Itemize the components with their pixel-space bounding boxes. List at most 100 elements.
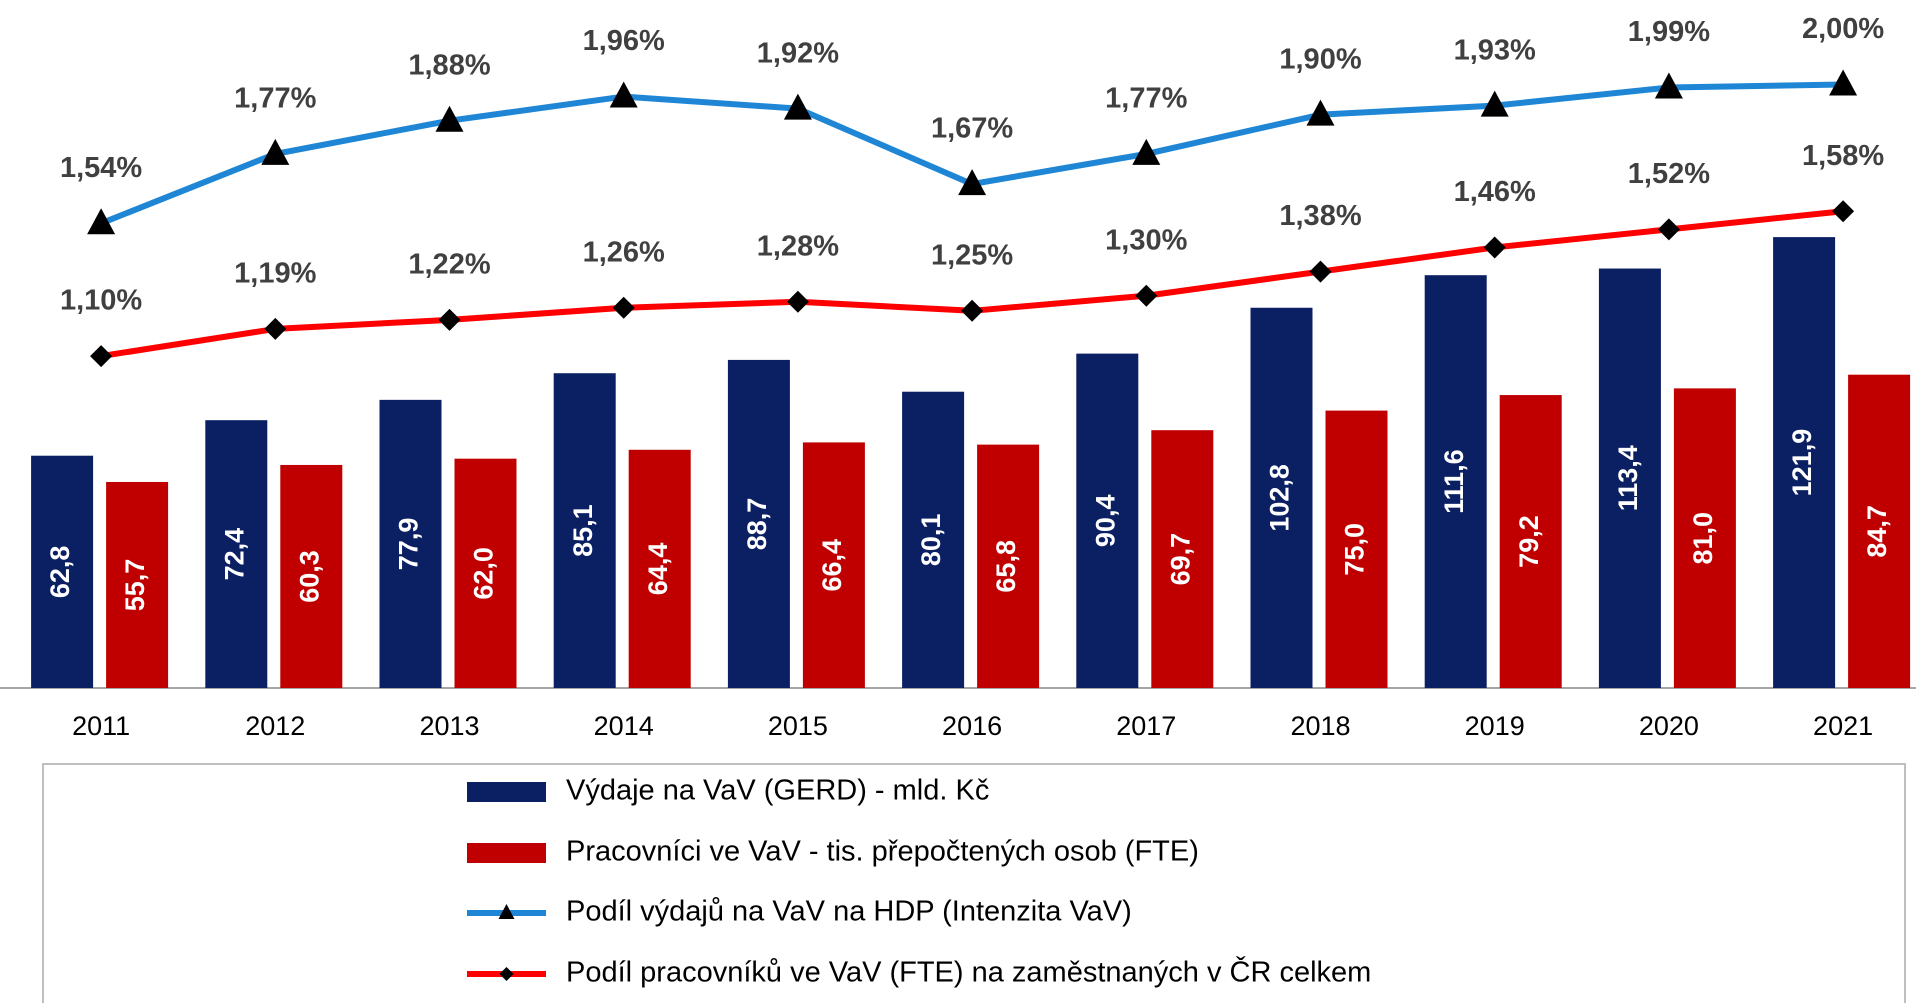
- marker: [612, 296, 635, 319]
- bar-value-label: 102,8: [1265, 464, 1295, 532]
- marker: [261, 138, 290, 165]
- line-value-label: 1,26%: [583, 236, 665, 268]
- legend-item: Podíl pracovníků ve VaV (FTE) na zaměstn…: [467, 955, 1371, 989]
- bar-value-label: 66,4: [817, 539, 847, 592]
- bar-value-label: 62,0: [469, 547, 499, 600]
- bar-value-label: 121,9: [1787, 429, 1817, 497]
- x-tick-label: 2013: [419, 711, 479, 741]
- line: [100, 208, 1844, 360]
- bar: [1773, 237, 1836, 688]
- bar-value-label: 75,0: [1340, 523, 1370, 576]
- marker: [1832, 200, 1855, 223]
- legend-label: Výdaje na VaV (GERD) - mld. Kč: [566, 775, 989, 807]
- legend-label: Podíl pracovníků ve VaV (FTE) na zaměstn…: [566, 955, 1371, 989]
- marker: [1135, 284, 1158, 307]
- legend-item: Podíl výdajů na VaV na HDP (Intenzita Va…: [467, 896, 1132, 928]
- line-value-label: 1,77%: [1105, 83, 1187, 115]
- legend-item: Pracovníci ve VaV - tis. přepočtených os…: [467, 836, 1199, 868]
- bar-value-label: 111,6: [1439, 449, 1469, 514]
- x-tick-label: 2012: [245, 711, 305, 741]
- line-value-label: 1,25%: [931, 239, 1013, 271]
- bar: [553, 373, 616, 688]
- bar: [802, 442, 865, 688]
- line-value-label: 1,30%: [1105, 224, 1187, 256]
- line-value-label: 1,96%: [583, 25, 665, 57]
- marker: [1657, 218, 1680, 241]
- bar-value-label: 69,7: [1165, 533, 1195, 586]
- line-value-label: 1,52%: [1628, 158, 1710, 190]
- bar: [379, 399, 442, 688]
- x-tick-label: 2016: [942, 711, 1002, 741]
- bar-value-label: 62,8: [45, 546, 75, 599]
- bar-value-label: 64,4: [643, 543, 673, 596]
- marker: [438, 308, 461, 331]
- marker: [1309, 260, 1332, 283]
- bar-value-label: 90,4: [1090, 495, 1120, 548]
- bar: [1673, 388, 1736, 688]
- bar: [902, 391, 965, 688]
- marker: [961, 299, 984, 322]
- x-tick-label: 2019: [1465, 711, 1525, 741]
- bar: [1499, 395, 1562, 688]
- legend-swatch: [467, 843, 546, 863]
- line-value-label: 1,10%: [60, 285, 142, 317]
- marker: [87, 208, 116, 235]
- bar: [628, 449, 691, 688]
- line-value-label: 1,54%: [60, 152, 142, 184]
- marker: [609, 81, 638, 108]
- marker: [1654, 72, 1683, 99]
- x-tick-label: 2014: [594, 711, 654, 741]
- bar: [1848, 374, 1911, 688]
- bar-value-label: 60,3: [294, 550, 324, 603]
- bar-value-label: 77,9: [394, 518, 424, 571]
- bar: [1598, 268, 1661, 688]
- legend-swatch: [467, 782, 546, 802]
- bar-value-label: 72,4: [219, 528, 249, 581]
- x-tick-label: 2021: [1813, 711, 1873, 741]
- line-value-label: 1,28%: [757, 230, 839, 262]
- line-value-label: 1,93%: [1454, 34, 1536, 66]
- bar: [1151, 430, 1214, 688]
- bar: [205, 420, 268, 688]
- bar-value-label: 65,8: [991, 540, 1021, 593]
- bar-value-label: 85,1: [568, 504, 598, 557]
- bar-value-label: 80,1: [916, 514, 946, 567]
- bar: [1076, 353, 1139, 688]
- line-value-label: 1,19%: [234, 258, 316, 290]
- bar: [106, 481, 169, 688]
- bar: [31, 455, 94, 688]
- marker: [786, 290, 809, 313]
- marker: [90, 345, 113, 368]
- bar-value-label: 113,4: [1613, 445, 1643, 511]
- marker: [783, 93, 812, 120]
- line-value-label: 1,77%: [234, 83, 316, 115]
- marker: [1829, 69, 1858, 96]
- line-value-label: 1,22%: [408, 249, 490, 281]
- legend-marker: [499, 967, 514, 981]
- bar-value-label: 88,7: [742, 498, 772, 551]
- x-tick-label: 2017: [1116, 711, 1176, 741]
- marker: [435, 105, 464, 132]
- bar-value-label: 81,0: [1688, 512, 1718, 565]
- line-value-label: 1,38%: [1279, 200, 1361, 232]
- line-value-label: 1,92%: [757, 37, 839, 69]
- x-tick-label: 2015: [768, 711, 828, 741]
- line-value-label: 2,00%: [1802, 13, 1884, 45]
- bar: [977, 444, 1040, 688]
- line-value-label: 1,99%: [1628, 16, 1710, 48]
- legend-label: Podíl výdajů na VaV na HDP (Intenzita Va…: [566, 896, 1132, 928]
- bar: [1424, 275, 1487, 688]
- marker: [264, 317, 287, 340]
- bar: [454, 458, 517, 688]
- marker: [1306, 99, 1335, 126]
- marker: [958, 169, 987, 196]
- bar-value-label: 84,7: [1862, 505, 1892, 558]
- marker: [1132, 138, 1161, 165]
- bar: [1250, 307, 1313, 688]
- bar-value-label: 55,7: [120, 559, 150, 612]
- bar-value-label: 79,2: [1514, 515, 1544, 568]
- line-value-label: 1,46%: [1454, 176, 1536, 208]
- line: [99, 81, 1844, 227]
